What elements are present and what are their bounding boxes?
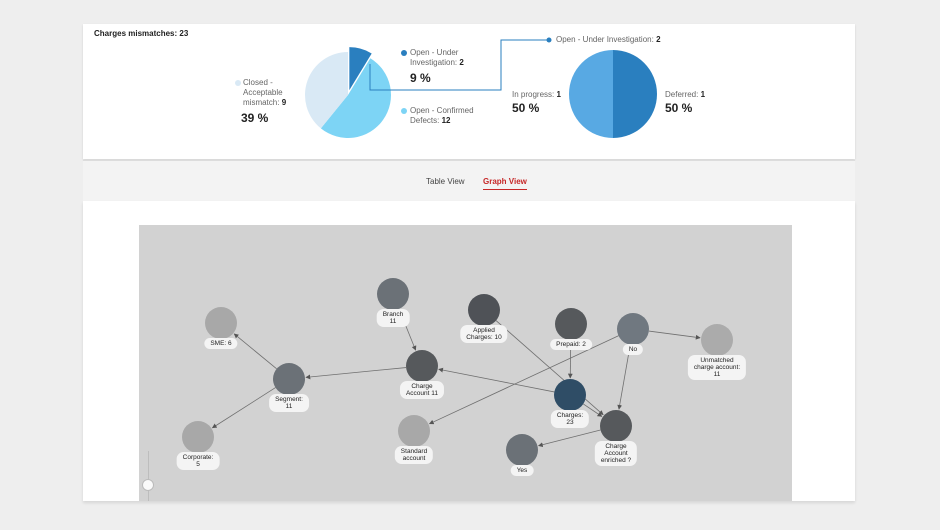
graph-node-label-no: No — [622, 344, 644, 355]
graph-edge-enriched-yes — [538, 429, 601, 448]
drilldown-connector-line — [369, 39, 549, 91]
graph-canvas[interactable]: SME: 6 Branch 11 Applied Charges: 10 Prepaid:… — [139, 225, 792, 501]
graph-edge-segment-sme — [233, 333, 277, 370]
graph-node-label-unmatched: Unmatched charge account: 11 — [687, 355, 747, 380]
status-pie-chart — [305, 47, 392, 139]
graph-node-label-segment: Segment: 11 — [269, 394, 309, 412]
pct-closed: 39 % — [241, 111, 269, 125]
graph-node-label-enriched: Charge Account enriched ? — [594, 441, 638, 466]
graph-node-label-sme: SME: 6 — [204, 338, 238, 349]
graph-node-no[interactable] — [617, 313, 649, 345]
graph-node-label-applied: Applied Charges: 10 — [460, 325, 508, 343]
mismatch-count-title: Charges mismatches: 23 — [94, 29, 189, 38]
label-investigation-title: Open - Under Investigation: 2 — [556, 35, 661, 44]
label-deferred: Deferred: 1 — [665, 90, 706, 99]
summary-pies — [305, 37, 657, 139]
legend-dot-closed — [235, 80, 241, 86]
pct-open-ui: 9 % — [410, 71, 431, 85]
investigation-pie-chart — [569, 50, 657, 138]
graph-node-branch[interactable] — [377, 278, 409, 310]
graph-node-standard[interactable] — [398, 415, 430, 447]
zoom-slider-knob[interactable] — [142, 479, 154, 491]
connector-dot — [546, 37, 552, 43]
label-open-ui: Open - Under Investigation: 2 — [410, 48, 464, 67]
pie-slice-open-confirmed-defects[interactable] — [320, 58, 392, 139]
zoom-slider-track[interactable] — [148, 451, 149, 501]
graph-edge-charges-chargeacct — [438, 367, 555, 393]
pie-slice-closed-acceptable[interactable] — [305, 52, 348, 129]
pct-deferred: 50 % — [665, 101, 693, 115]
label-closed: Closed - Acceptable mismatch: 9 — [243, 78, 287, 107]
graph-edge-chargeacct-segment — [305, 367, 407, 380]
graph-edge-no-unmatched — [648, 330, 701, 340]
legend-dot-open-ui — [401, 50, 407, 56]
graph-edge-charges-enriched — [583, 403, 603, 417]
graph-node-label-yes: Yes — [510, 465, 534, 476]
legend-dot-confirmed — [401, 108, 407, 114]
graph-node-label-chargeacct: Charge Account 11 — [399, 381, 445, 399]
pie-slice-deferred[interactable] — [613, 50, 657, 138]
summary-card: Charges mismatches: 23 Open - Under Inve… — [83, 24, 855, 159]
label-confirmed: Open - Confirmed Defects: 12 — [410, 106, 474, 125]
graph-edge-segment-corporate — [211, 387, 276, 429]
graph-node-label-prepaid: Prepaid: 2 — [550, 339, 592, 350]
graph-node-charges[interactable] — [554, 379, 586, 411]
graph-node-chargeacct[interactable] — [406, 350, 438, 382]
graph-node-label-corporate: Corporate: 5 — [176, 452, 220, 470]
graph-node-sme[interactable] — [205, 307, 237, 339]
graph-edge-no-standard — [428, 335, 619, 425]
tab-table-view[interactable]: Table View — [426, 177, 465, 186]
graph-node-label-charges: Charges: 23 — [550, 410, 590, 428]
tab-graph-view[interactable]: Graph View — [483, 177, 527, 190]
label-in-progress: In progress: 1 — [512, 90, 561, 99]
graph-node-label-standard: Standard account — [394, 446, 434, 464]
graph-node-label-branch: Branch 11 — [376, 309, 410, 327]
graph-edge-no-enriched — [617, 344, 631, 410]
graph-svg — [182, 278, 733, 466]
graph-node-applied[interactable] — [468, 294, 500, 326]
pie-slice-in-progress[interactable] — [569, 50, 613, 138]
pct-in-progress: 50 % — [512, 101, 540, 115]
pie-slice-open-under-investigation[interactable] — [349, 47, 372, 91]
graph-node-enriched[interactable] — [600, 410, 632, 442]
view-tabs: Table View Graph View — [83, 160, 855, 201]
graph-node-prepaid[interactable] — [555, 308, 587, 340]
graph-node-corporate[interactable] — [182, 421, 214, 453]
graph-node-unmatched[interactable] — [701, 324, 733, 356]
graph-node-segment[interactable] — [273, 363, 305, 395]
graph-node-yes[interactable] — [506, 434, 538, 466]
